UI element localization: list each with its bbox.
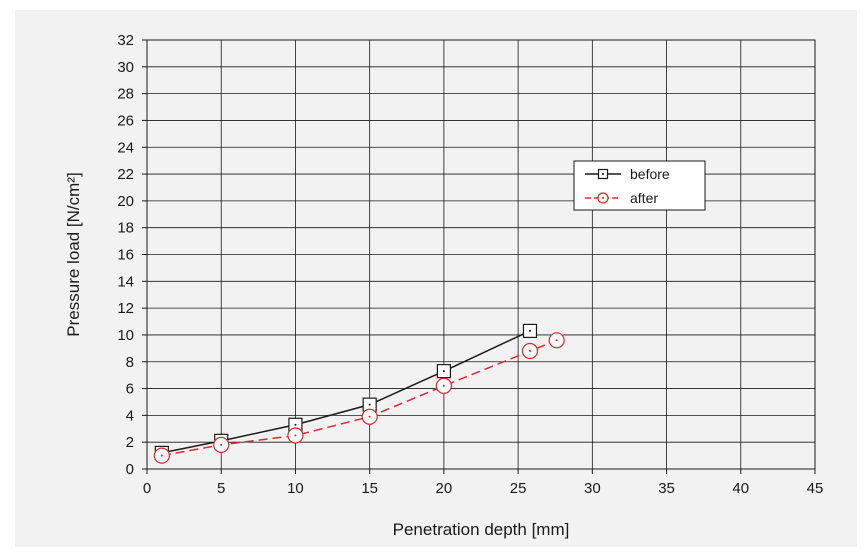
y-tick-label: 30 xyxy=(117,59,134,76)
x-tick-label: 5 xyxy=(217,480,225,497)
data-point-dot xyxy=(442,370,445,373)
x-axis-tick-labels: 0 5 10 15 20 25 30 35 40 45 xyxy=(143,480,824,497)
x-tick-label: 35 xyxy=(658,480,675,497)
legend-items: before after xyxy=(585,166,670,206)
x-tick-label: 0 xyxy=(143,480,151,497)
x-tick-label: 45 xyxy=(807,480,824,497)
data-point-dot xyxy=(555,339,558,342)
data-point-dot xyxy=(442,384,445,387)
x-tick-label: 10 xyxy=(287,480,304,497)
x-tick-label: 15 xyxy=(361,480,378,497)
y-tick-label: 26 xyxy=(117,112,134,129)
y-axis-title: Pressure load [N/cm²] xyxy=(64,172,83,336)
y-tick-label: 32 xyxy=(117,32,134,49)
y-tick-label: 10 xyxy=(117,327,134,344)
legend-label: after xyxy=(630,190,658,206)
y-tick-label: 4 xyxy=(126,407,134,424)
series-after xyxy=(153,332,565,464)
y-tick-label: 8 xyxy=(126,354,134,371)
data-point-dot xyxy=(294,423,297,426)
x-tick-label: 30 xyxy=(584,480,601,497)
y-tick-label: 22 xyxy=(117,166,134,183)
series-layer xyxy=(153,323,565,464)
y-tick-label: 12 xyxy=(117,300,134,317)
data-point-dot xyxy=(528,350,531,353)
data-point-dot xyxy=(368,403,371,406)
y-tick-label: 20 xyxy=(117,193,134,210)
data-point-dot xyxy=(368,415,371,418)
y-tick-label: 14 xyxy=(117,273,134,290)
plot-area-frame xyxy=(146,39,816,470)
x-axis-title: Penetration depth [mm] xyxy=(393,520,570,539)
y-tick-label: 18 xyxy=(117,220,134,237)
data-point-dot xyxy=(602,173,604,175)
y-tick-label: 6 xyxy=(126,381,134,398)
legend-box xyxy=(573,160,706,211)
y-tick-label: 16 xyxy=(117,247,134,264)
y-tick-label: 24 xyxy=(117,139,134,156)
y-tick-label: 0 xyxy=(126,461,134,478)
data-point-dot xyxy=(294,434,297,437)
x-tick-label: 40 xyxy=(732,480,749,497)
data-point-dot xyxy=(602,197,604,199)
legend: before after xyxy=(573,160,706,211)
series-line xyxy=(161,330,531,454)
data-point-dot xyxy=(528,329,531,332)
legend-label: before xyxy=(630,166,670,182)
grid-lines xyxy=(142,39,816,474)
data-point-dot xyxy=(220,443,223,446)
data-point-dot xyxy=(160,454,163,457)
y-tick-label: 28 xyxy=(117,86,134,103)
y-tick-label: 2 xyxy=(126,434,134,451)
legend-item-before: before xyxy=(585,166,670,182)
legend-item-after: after xyxy=(585,190,658,206)
x-tick-label: 20 xyxy=(436,480,453,497)
x-tick-label: 25 xyxy=(510,480,527,497)
series-before xyxy=(154,323,538,461)
